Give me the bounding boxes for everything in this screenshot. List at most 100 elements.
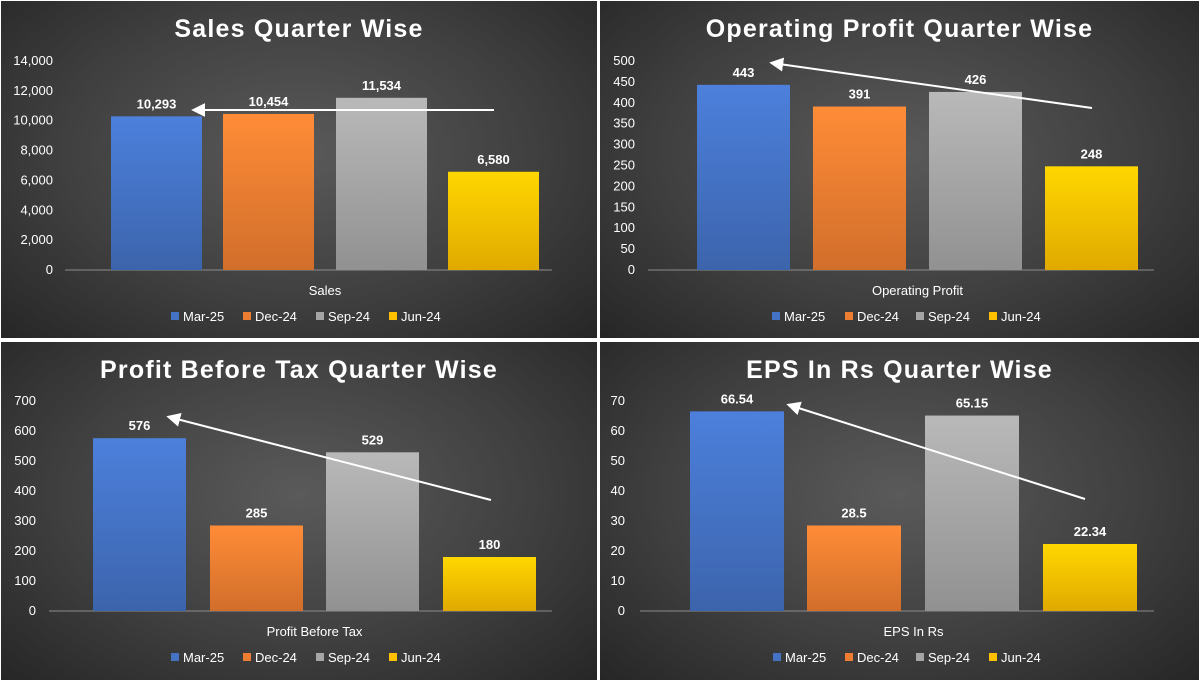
chart-title: Operating Profit Quarter Wise: [706, 15, 1093, 43]
data-label-sep-24: 426: [965, 72, 987, 87]
y-tick-label: 12,000: [13, 83, 53, 98]
legend-swatch-mar-25: [772, 312, 780, 320]
category-label: EPS In Rs: [884, 624, 944, 639]
y-tick-label: 10: [611, 573, 625, 588]
category-label: Operating Profit: [872, 283, 963, 298]
data-label-mar-25: 10,293: [137, 96, 177, 111]
y-tick-label: 500: [613, 53, 635, 68]
bar-jun-24: [443, 557, 536, 611]
legend-label-mar-25: Mar-25: [784, 309, 825, 324]
data-label-mar-25: 576: [129, 418, 151, 433]
data-label-sep-24: 529: [362, 432, 384, 447]
y-tick-label: 4,000: [20, 202, 53, 217]
y-tick-label: 250: [613, 158, 635, 173]
legend-label-jun-24: Jun-24: [1001, 309, 1041, 324]
legend-label-jun-24: Jun-24: [401, 309, 441, 324]
y-tick-label: 10,000: [13, 113, 53, 128]
y-tick-label: 100: [613, 220, 635, 235]
legend-label-sep-24: Sep-24: [928, 309, 970, 324]
legend-swatch-jun-24: [989, 312, 997, 320]
legend-swatch-jun-24: [989, 653, 997, 661]
data-label-dec-24: 285: [246, 506, 268, 521]
chart-title: Sales Quarter Wise: [174, 15, 423, 43]
bar-dec-24: [210, 525, 303, 611]
legend-swatch-sep-24: [316, 653, 324, 661]
y-tick-label: 600: [14, 423, 36, 438]
trend-arrow: [786, 401, 1086, 500]
legend-label-jun-24: Jun-24: [1001, 650, 1041, 665]
chart-svg-1: Operating Profit Quarter Wise 0 50 100 150 20…: [613, 15, 1154, 324]
data-label-dec-24: 391: [849, 87, 871, 102]
legend-label-dec-24: Dec-24: [857, 650, 899, 665]
chart-panel-operating-profit: Operating Profit Quarter Wise 0 50 100 150 20…: [600, 1, 1199, 338]
y-tick-label: 8,000: [20, 143, 53, 158]
data-label-jun-24: 6,580: [477, 152, 510, 167]
legend-label-jun-24: Jun-24: [401, 650, 441, 665]
bar-mar-25: [690, 411, 784, 611]
bar-sep-24: [929, 91, 1022, 270]
data-label-dec-24: 28.5: [841, 506, 866, 521]
y-tick-label: 20: [611, 543, 625, 558]
legend-swatch-dec-24: [845, 312, 853, 320]
chart-svg-0: Sales Quarter Wise 0 2,000 4,000 6,000 8,000 1…: [13, 15, 552, 324]
y-tick-label: 400: [14, 483, 36, 498]
y-tick-label: 30: [611, 513, 625, 528]
y-tick-label: 40: [611, 483, 625, 498]
chart-panel-eps: EPS In Rs Quarter Wise 0 10 20 30 40 50 60 70 66.…: [600, 342, 1199, 680]
y-tick-label: 50: [621, 241, 635, 256]
chart-title: EPS In Rs Quarter Wise: [746, 356, 1053, 384]
data-label-mar-25: 443: [733, 65, 755, 80]
legend-label-dec-24: Dec-24: [255, 309, 297, 324]
y-tick-label: 350: [613, 116, 635, 131]
bar-sep-24: [326, 452, 419, 611]
legend-swatch-sep-24: [916, 653, 924, 661]
legend-label-mar-25: Mar-25: [183, 309, 224, 324]
category-label: Sales: [309, 283, 342, 298]
y-tick-label: 70: [611, 393, 625, 408]
bar-mar-25: [93, 438, 186, 611]
y-tick-label: 450: [613, 74, 635, 89]
legend-swatch-jun-24: [389, 312, 397, 320]
bar-dec-24: [807, 525, 901, 611]
legend-label-sep-24: Sep-24: [328, 309, 370, 324]
category-label: Profit Before Tax: [267, 624, 363, 639]
y-tick-label: 700: [14, 393, 36, 408]
y-tick-label: 150: [613, 199, 635, 214]
legend-label-sep-24: Sep-24: [328, 650, 370, 665]
y-tick-label: 0: [628, 262, 635, 277]
y-tick-label: 500: [14, 453, 36, 468]
data-label-dec-24: 10,454: [249, 94, 290, 109]
y-tick-label: 14,000: [13, 53, 53, 68]
y-tick-label: 0: [46, 262, 53, 277]
data-label-mar-25: 66.54: [721, 391, 754, 406]
chart-svg-2: Profit Before Tax Quarter Wise 0 100 200 300…: [14, 356, 552, 665]
y-tick-label: 400: [613, 95, 635, 110]
y-tick-label: 300: [613, 137, 635, 152]
y-tick-label: 0: [29, 603, 36, 618]
legend-label-sep-24: Sep-24: [928, 650, 970, 665]
trend-arrow: [769, 57, 1093, 109]
legend-label-mar-25: Mar-25: [183, 650, 224, 665]
chart-svg-3: EPS In Rs Quarter Wise 0 10 20 30 40 50 60 70 66.…: [611, 356, 1154, 665]
y-tick-label: 300: [14, 513, 36, 528]
legend-swatch-dec-24: [243, 312, 251, 320]
chart-title: Profit Before Tax Quarter Wise: [100, 356, 498, 384]
y-tick-label: 100: [14, 573, 36, 588]
bar-mar-25: [697, 84, 790, 271]
data-label-sep-24: 11,534: [362, 78, 402, 93]
bar-mar-25: [111, 116, 202, 271]
bar-jun-24: [1045, 166, 1138, 270]
y-tick-label: 2,000: [20, 232, 53, 247]
bar-sep-24: [336, 97, 427, 270]
legend-swatch-mar-25: [171, 653, 179, 661]
data-label-jun-24: 180: [479, 537, 501, 552]
legend-swatch-mar-25: [773, 653, 781, 661]
data-label-sep-24: 65.15: [956, 396, 989, 411]
y-tick-label: 50: [611, 453, 625, 468]
bar-sep-24: [925, 415, 1019, 611]
chart-panel-profit-before-tax: Profit Before Tax Quarter Wise 0 100 200 300…: [1, 342, 597, 680]
bar-dec-24: [223, 113, 314, 271]
chart-panel-sales: Sales Quarter Wise 0 2,000 4,000 6,000 8,000 1…: [1, 1, 597, 338]
bar-jun-24: [448, 171, 539, 270]
data-label-jun-24: 248: [1081, 146, 1103, 161]
